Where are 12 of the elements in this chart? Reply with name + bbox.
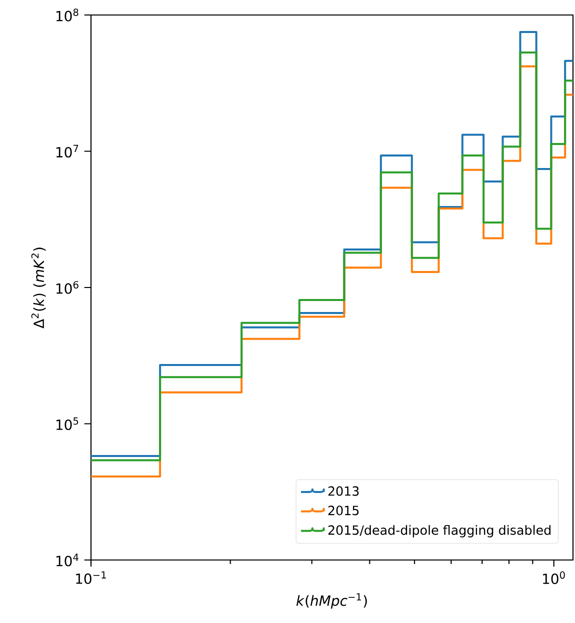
y-tick-label: 10$^{7}$ (56, 144, 78, 158)
x-tick-label: 10$^{0}$ (543, 571, 565, 584)
legend-label: 2015 (328, 506, 359, 516)
y-tick-label: 10$^{4}$ (56, 554, 78, 566)
y-axis-title: Δ$^{2}$(k) (mK$^{2}$) (31, 248, 46, 328)
y-tick-label: 10$^{8}$ (56, 8, 78, 22)
legend-label: 2015/dead-dipole flagging disabled (328, 525, 550, 538)
x-tick-label: 10$^{−1}$ (76, 571, 106, 584)
legend-label: 2013 (328, 486, 359, 496)
y-tick-label: 10$^{5}$ (56, 417, 78, 430)
x-axis-title: k(hMpc$^{−1}$) (296, 593, 367, 609)
y-tick-label: 10$^{6}$ (56, 281, 78, 294)
